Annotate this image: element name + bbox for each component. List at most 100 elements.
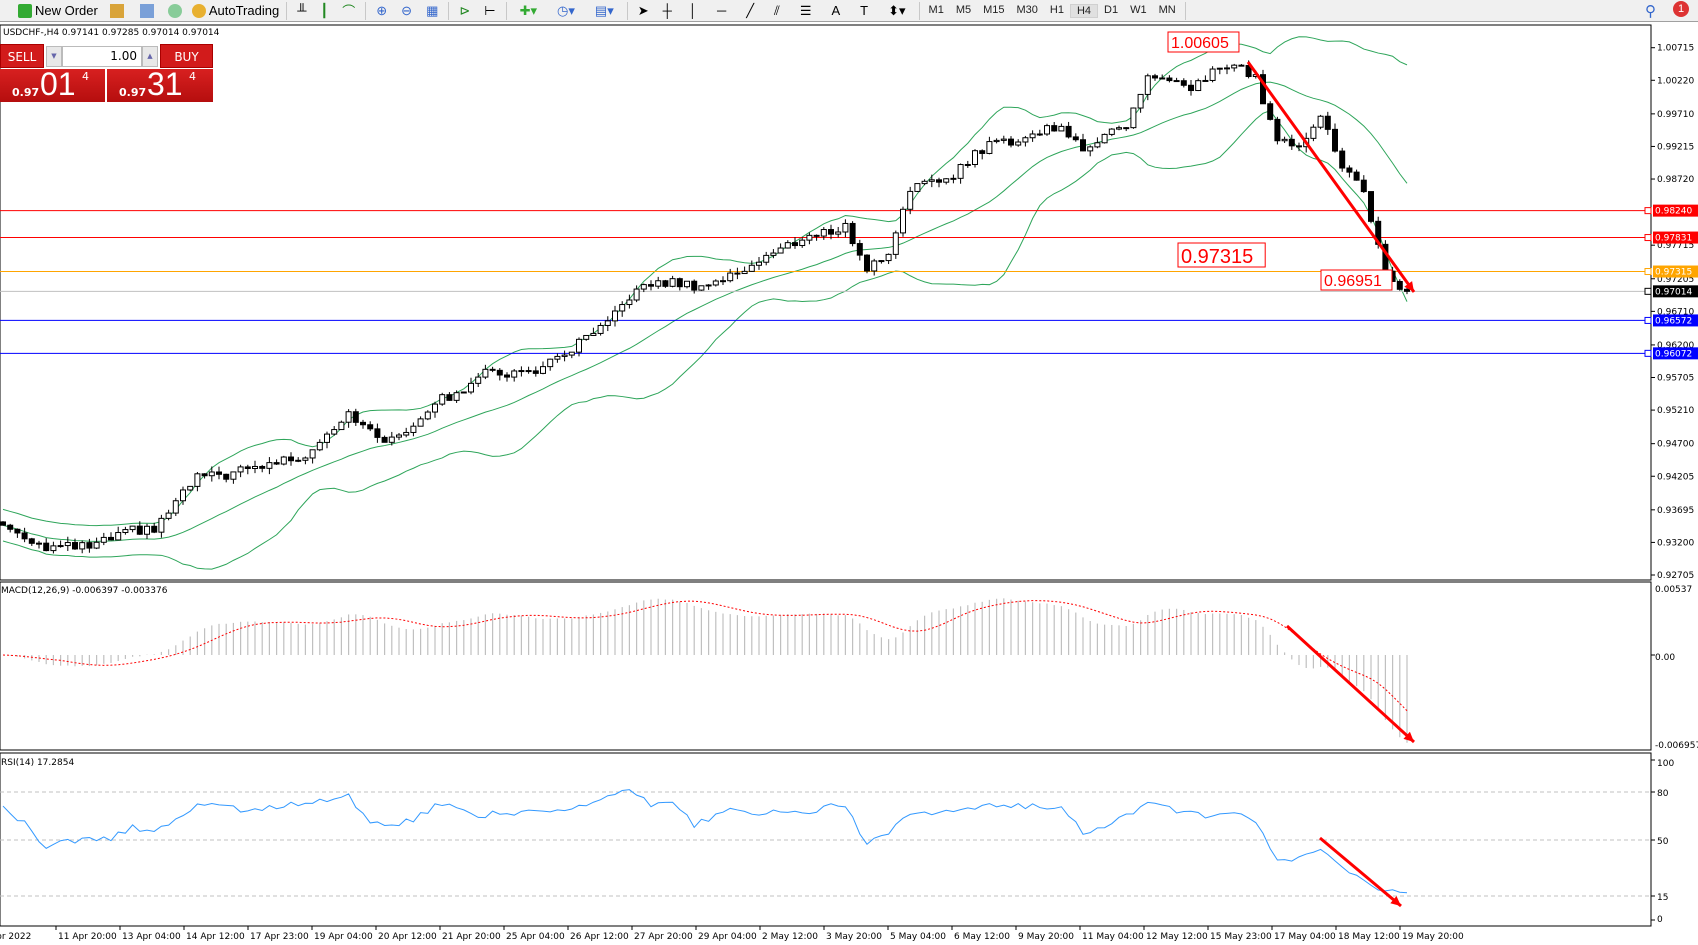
timeframe-mn[interactable]: MN xyxy=(1158,3,1176,16)
time-label: 25 Apr 04:00 xyxy=(506,932,565,942)
price-trend-arrow xyxy=(1246,61,1416,293)
price-tick-label: 0.92705 xyxy=(1657,571,1694,581)
notification-badge[interactable]: 1 xyxy=(1673,1,1689,17)
timeframe-d1[interactable]: D1 xyxy=(1104,3,1119,16)
bar-chart-icon[interactable]: ╨ xyxy=(297,3,307,18)
buy-button[interactable]: BUY xyxy=(160,44,213,68)
sell-price[interactable]: 0.97 01 4 xyxy=(0,66,105,102)
buy-price[interactable]: 0.97 31 4 xyxy=(107,66,213,102)
candle xyxy=(1051,125,1058,132)
timeframe-m15[interactable]: M15 xyxy=(983,3,1005,16)
candle xyxy=(108,536,114,541)
candle xyxy=(1036,133,1043,136)
chart-shift-icon[interactable]: ⊢ xyxy=(484,2,496,18)
candle xyxy=(734,272,741,275)
candle xyxy=(1296,145,1302,148)
fibonacci-icon[interactable]: ☰ xyxy=(799,2,812,18)
candle xyxy=(986,141,993,154)
periods-icon[interactable]: ◷▾ xyxy=(557,2,575,18)
signals-icon[interactable] xyxy=(167,3,182,18)
timeframe-m1[interactable]: M1 xyxy=(928,3,944,16)
candle xyxy=(201,473,208,477)
time-label: 17 May 04:00 xyxy=(1274,932,1336,942)
search-icon[interactable]: ⚲ xyxy=(1645,2,1656,20)
lots-increase-button[interactable]: ▲ xyxy=(142,46,158,67)
candle xyxy=(835,231,842,235)
one-click-trading-panel: SELL ▼ 1.00 ▲ BUY 0.97 01 4 0.97 31 4 xyxy=(0,44,213,102)
candlestick-icon[interactable]: ┃ xyxy=(320,2,329,18)
macd-panel-border xyxy=(0,581,1652,751)
candle xyxy=(828,229,834,235)
time-label: 15 May 23:00 xyxy=(1210,932,1272,942)
bollinger-middle xyxy=(2,81,1408,542)
timeframe-h1[interactable]: H1 xyxy=(1049,3,1064,16)
candle xyxy=(684,280,690,288)
candle xyxy=(21,532,28,540)
price-tick-label: 1.00220 xyxy=(1657,76,1694,86)
market-watch-icon[interactable] xyxy=(139,3,154,18)
time-label: 12 May 12:00 xyxy=(1146,932,1208,942)
templates-icon[interactable]: ▤▾ xyxy=(594,2,614,18)
candle xyxy=(115,532,122,541)
candle xyxy=(1238,64,1245,67)
time-label: 5 May 04:00 xyxy=(890,932,946,942)
price-annotation: 1.00605 xyxy=(1171,35,1229,52)
autotrading-button[interactable]: AutoTrading xyxy=(188,1,283,21)
timeframe-m30[interactable]: M30 xyxy=(1016,3,1038,16)
line-chart-icon[interactable]: ⌒ xyxy=(342,4,356,19)
candle xyxy=(799,239,806,247)
candle xyxy=(1339,150,1346,169)
text-label-icon[interactable]: T xyxy=(860,3,869,18)
time-label: 19 May 20:00 xyxy=(1402,932,1464,942)
candle xyxy=(1166,77,1173,82)
candle xyxy=(540,366,546,374)
crosshair-icon[interactable]: ┼ xyxy=(662,3,672,18)
lots-decrease-button[interactable]: ▼ xyxy=(46,46,62,67)
rsi-tick-label: 100 xyxy=(1657,759,1674,769)
timeframe-h4[interactable]: H4 xyxy=(1069,3,1099,18)
candle xyxy=(410,425,417,433)
line-handle xyxy=(1644,234,1652,242)
candle xyxy=(504,374,510,378)
timeframe-w1[interactable]: W1 xyxy=(1130,3,1147,16)
candle xyxy=(468,382,474,393)
trendline-icon[interactable]: ╱ xyxy=(746,2,755,18)
candle xyxy=(792,242,798,247)
lots-input[interactable]: 1.00 xyxy=(62,46,142,67)
price-tick-label: 1.00715 xyxy=(1657,44,1694,54)
metaeditor-icon[interactable] xyxy=(109,3,124,18)
candle xyxy=(1116,127,1122,130)
price-line-label-bg xyxy=(1653,314,1698,327)
candle xyxy=(1310,126,1317,139)
candle xyxy=(921,180,928,185)
arrows-icon[interactable]: ⬍▾ xyxy=(888,2,906,18)
vertical-line-icon[interactable]: │ xyxy=(688,3,697,18)
candle xyxy=(597,324,604,334)
timeframe-m5[interactable]: M5 xyxy=(955,3,972,16)
new-order-button[interactable]: New Order xyxy=(0,1,102,21)
candle xyxy=(1260,74,1266,105)
candle xyxy=(331,429,338,435)
candle xyxy=(1029,133,1036,139)
text-icon[interactable]: A xyxy=(831,3,841,18)
price-line-label: 0.97831 xyxy=(1655,234,1692,244)
equidistant-channel-icon[interactable]: ⫽ xyxy=(774,2,780,18)
sell-button[interactable]: SELL xyxy=(0,44,44,68)
price-tick-label: 0.94205 xyxy=(1657,472,1694,482)
candle xyxy=(691,280,698,291)
horizontal-line-icon[interactable]: ─ xyxy=(716,3,727,18)
indicators-icon[interactable]: ✚▾ xyxy=(519,2,538,18)
candle xyxy=(1404,288,1410,292)
main-panel-border xyxy=(0,24,1652,581)
cursor-icon[interactable]: ➤ xyxy=(637,2,649,18)
zoom-in-icon[interactable]: ⊕ xyxy=(376,2,388,18)
tile-windows-icon[interactable]: ▦ xyxy=(426,2,439,18)
candle xyxy=(86,542,93,549)
candle xyxy=(72,542,78,550)
candle xyxy=(460,391,467,394)
candle xyxy=(1202,79,1209,82)
candle xyxy=(453,392,460,401)
auto-scroll-icon[interactable]: ⊳ xyxy=(459,2,471,18)
zoom-out-icon[interactable]: ⊖ xyxy=(401,2,413,18)
